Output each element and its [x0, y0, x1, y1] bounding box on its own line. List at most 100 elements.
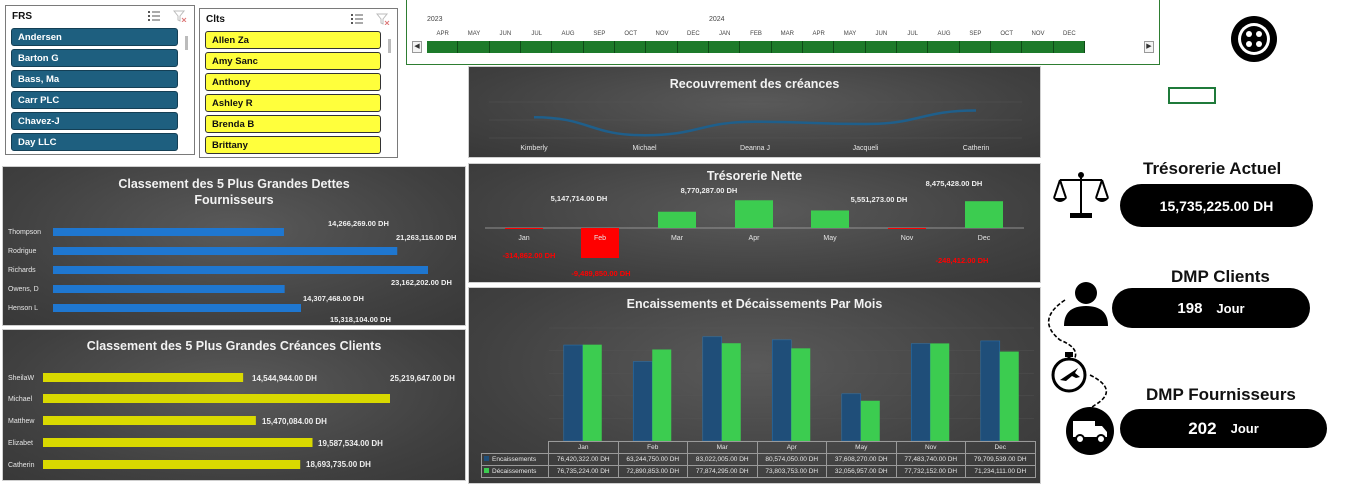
data-label: 19,587,534.00 DH — [318, 439, 383, 448]
timeline-selection-bar[interactable] — [427, 41, 1085, 53]
series-legend-cell: Encaissements — [481, 453, 549, 466]
table-corner — [482, 442, 549, 454]
enc-bar-decaissements — [582, 344, 602, 441]
tresorerie-plot: Jan Feb Mar Apr May Nov Dec -314,862.00 DH -9,48… — [485, 179, 1024, 278]
selected-cell[interactable] — [1168, 87, 1216, 104]
table-row: Décaissements 76,735,224.00 DH 72,890,853.… — [481, 465, 1036, 478]
series-name: Encaissements — [492, 456, 537, 463]
data-label: 15,470,084.00 DH — [262, 417, 327, 426]
table-cell: 63,244,750.00 DH — [617, 453, 688, 466]
timeline-month-segment[interactable] — [866, 41, 897, 53]
timeline-month-label: JUL — [531, 31, 542, 37]
timeline-month-label: DEC — [1062, 31, 1076, 37]
enc-bar-decaissements — [999, 351, 1019, 441]
timeline-month-label: APR — [436, 31, 449, 37]
timeline-month-segment[interactable] — [803, 41, 835, 53]
timeline-month-label: MAR — [780, 31, 794, 37]
frs-scrollbar[interactable] — [182, 28, 191, 151]
enc-bar-decaissements — [652, 349, 672, 441]
timeline-month-segment[interactable] — [490, 41, 521, 53]
y-tick-label: Michael — [8, 396, 33, 403]
table-row: Jan Feb Mar Apr May Nov Dec — [482, 441, 1036, 454]
frs-scroll-thumb[interactable] — [185, 36, 188, 50]
x-tick-label: Feb — [594, 235, 606, 242]
timeline-month-segment[interactable] — [991, 41, 1023, 53]
treso-bar — [811, 210, 849, 228]
treso-bar — [581, 228, 619, 258]
chart-title: Encaissements et Décaissements Par Mois — [626, 297, 883, 311]
frs-item[interactable]: Day LLC — [11, 133, 178, 151]
clts-scroll-thumb[interactable] — [388, 39, 391, 53]
timeline-month-segment[interactable] — [709, 41, 741, 53]
dettes-fournisseurs-chart: Classement des 5 Plus Grandes Dettes Fou… — [2, 166, 466, 326]
frs-item[interactable]: Chavez-J — [11, 112, 178, 130]
chart-title: Classement des 5 Plus Grandes Créances C… — [86, 339, 382, 353]
timeline-month-label: SEP — [593, 31, 606, 37]
dmp-fournisseurs-value-text: 202 — [1188, 418, 1217, 438]
timeline-month-segment[interactable] — [928, 41, 960, 53]
clear-filter-icon[interactable] — [172, 9, 188, 23]
clts-item[interactable]: Anthony — [205, 73, 381, 91]
multi-select-icon[interactable] — [146, 9, 162, 23]
clear-filter-icon[interactable] — [375, 12, 391, 26]
x-tick-label: Jacqueli — [853, 145, 879, 152]
legend-key — [484, 468, 489, 473]
frs-slicer[interactable]: FRS Andersen Barton G Bass, Ma Carr PLC … — [5, 5, 195, 155]
table-cell: 77,483,740.00 DH — [895, 453, 966, 466]
timeline-month-segment[interactable] — [960, 41, 991, 53]
y-tick-label: SheilaW — [8, 375, 34, 382]
timeline-month-label: MAY — [843, 31, 857, 37]
sliders-circle-icon[interactable] — [1230, 15, 1278, 63]
date-timeline[interactable]: 2023 2024 APR MAY JUN JUL AUG SEP OCT NOV DEC JAN… — [406, 0, 1160, 65]
enc-bar-decaissements — [930, 343, 950, 441]
x-tick-label: Dec — [978, 235, 991, 242]
clts-item[interactable]: Brenda B — [205, 115, 381, 133]
timeline-month-label: JUN — [875, 31, 888, 37]
timeline-month-segment[interactable] — [521, 41, 553, 53]
x-tick-label: Nov — [901, 235, 914, 242]
timeline-month-segment[interactable] — [552, 41, 584, 53]
timeline-month-segment[interactable] — [646, 41, 678, 53]
timeline-month-segment[interactable] — [458, 41, 490, 53]
data-label: 25,219,647.00 DH — [390, 374, 455, 383]
clts-item[interactable]: Ashley R — [205, 94, 381, 112]
clts-item[interactable]: Allen Za — [205, 31, 381, 49]
timeline-month-segment[interactable] — [1054, 41, 1085, 53]
timeline-scroll-left-button[interactable]: ◀ — [412, 41, 422, 53]
frs-item[interactable]: Barton G — [11, 49, 178, 67]
timeline-month-segment[interactable] — [834, 41, 866, 53]
timeline-month-segment[interactable] — [615, 41, 647, 53]
timeline-month-segment[interactable] — [678, 41, 709, 53]
frs-item[interactable]: Andersen — [11, 28, 178, 46]
frs-item[interactable]: Carr PLC — [11, 91, 178, 109]
data-label: 8,475,428.00 DH — [926, 179, 983, 188]
tresorerie-kpi-value: 15,735,225.00 DH — [1120, 184, 1313, 227]
timeline-month-segment[interactable] — [427, 41, 459, 53]
clts-item[interactable]: Brittany — [205, 136, 381, 154]
timeline-month-label: NOV — [655, 31, 669, 37]
enc-bar-decaissements — [791, 348, 811, 441]
recouvrement-line — [533, 109, 977, 137]
dmp-clients-kpi-title: DMP Clients — [1171, 267, 1270, 286]
timeline-month-segment[interactable] — [584, 41, 615, 53]
frs-item[interactable]: Bass, Ma — [11, 70, 178, 88]
clts-item[interactable]: Amy Sanc — [205, 52, 381, 70]
timeline-month-segment[interactable] — [740, 41, 772, 53]
clts-scrollbar[interactable] — [385, 31, 394, 154]
table-header-cell: Jan — [548, 441, 619, 454]
multi-select-icon[interactable] — [349, 12, 365, 26]
timeline-month-segment[interactable] — [897, 41, 929, 53]
timeline-month-label: FEB — [750, 31, 762, 37]
recouvrement-plot: Kimberly Michael Deanna J Jacqueli Catherin — [489, 101, 1022, 152]
clts-slicer[interactable]: Clts Allen Za Amy Sanc Anthony Ashley R … — [199, 8, 398, 158]
series-name: Décaissements — [492, 468, 537, 475]
timeline-scroll-right-button[interactable]: ▶ — [1144, 41, 1154, 53]
timeline-month-segment[interactable] — [772, 41, 803, 53]
enc-bar-decaissements — [721, 343, 741, 441]
data-label: 8,770,287.00 DH — [681, 186, 738, 195]
timeline-month-label: JUN — [499, 31, 512, 37]
creances-bar — [43, 394, 390, 403]
timeline-month-segment[interactable] — [1022, 41, 1054, 53]
data-label: -314,862.00 DH — [503, 251, 556, 260]
